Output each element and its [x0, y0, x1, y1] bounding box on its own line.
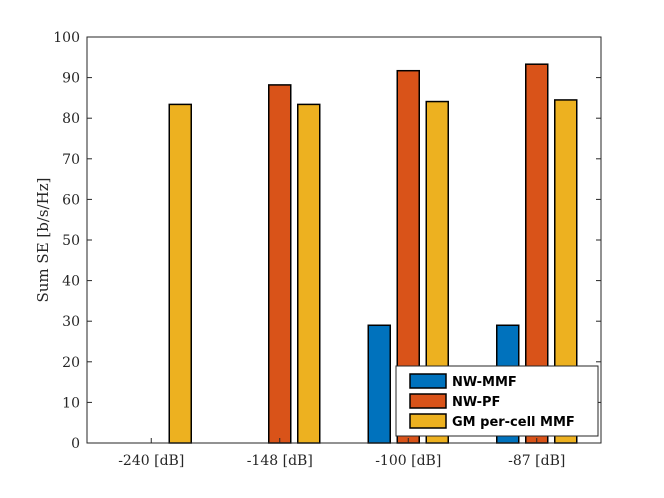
- x-tick-label: -100 [dB]: [375, 453, 441, 469]
- legend-swatch-gm-per-cell-mmf: [409, 413, 447, 429]
- y-tick-label: 70: [62, 152, 80, 168]
- y-tick-label: 40: [62, 274, 80, 290]
- y-tick-label: 90: [62, 71, 80, 87]
- y-tick-label: 10: [62, 395, 80, 411]
- x-tick-label: -87 [dB]: [508, 453, 565, 469]
- y-tick-label: 30: [62, 314, 80, 330]
- legend-swatch-nw-pf: [409, 393, 447, 409]
- y-tick-label: 0: [71, 436, 80, 452]
- legend-label-nw-pf: NW-PF: [452, 395, 500, 410]
- legend: NW-MMF NW-PF GM per-cell MMF: [395, 365, 599, 437]
- plot-frame: [86, 36, 602, 444]
- y-tick-label: 60: [62, 192, 80, 208]
- legend-swatch-nw-mmf: [409, 373, 447, 389]
- bar-nw-mmf-3: [367, 324, 391, 444]
- bar-gm-per-cell-mmf-2: [297, 103, 321, 444]
- y-tick-label: 50: [62, 233, 80, 249]
- y-axis-label: Sum SE [b/s/Hz]: [34, 177, 52, 302]
- bar-nw-pf-2: [268, 84, 292, 444]
- x-tick-label: -148 [dB]: [247, 453, 313, 469]
- y-tick-label: 80: [62, 111, 80, 127]
- y-tick-label: 100: [53, 30, 80, 46]
- x-tick-label: -240 [dB]: [118, 453, 184, 469]
- bar-gm-per-cell-mmf-1: [168, 103, 192, 444]
- legend-label-gm-per-cell-mmf: GM per-cell MMF: [452, 415, 575, 430]
- ticks-group: -240 [dB] -148 [dB] -100 [dB] -87 [dB] 0 10 20…: [53, 30, 601, 469]
- legend-label-nw-mmf: NW-MMF: [452, 375, 517, 390]
- y-tick-label: 20: [62, 355, 80, 371]
